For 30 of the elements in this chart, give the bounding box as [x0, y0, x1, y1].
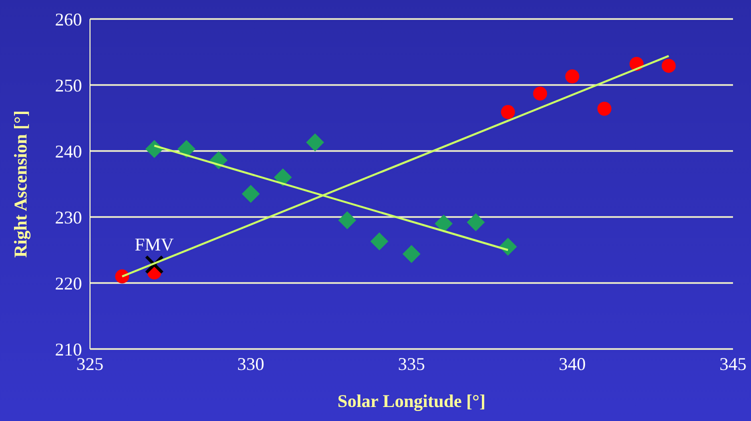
- point: [242, 184, 260, 203]
- y-tick-label: 230: [55, 207, 82, 228]
- point: [662, 58, 676, 73]
- point: [434, 214, 453, 233]
- x-tick-label: 345: [720, 354, 746, 374]
- y-tick-label: 250: [55, 75, 82, 96]
- y-tick-label: 240: [55, 141, 82, 162]
- point: [498, 238, 517, 256]
- y-tick-label: 260: [55, 9, 82, 30]
- y-tick-label: 220: [55, 273, 82, 294]
- x-tick-label: 340: [558, 354, 586, 374]
- point: [370, 232, 388, 250]
- annotation: FMV: [134, 234, 174, 255]
- point: [500, 105, 515, 120]
- point: [338, 211, 356, 230]
- point: [533, 86, 548, 101]
- point: [565, 69, 580, 84]
- point: [115, 269, 130, 284]
- x-axis-title: Solar Longitude [°]: [338, 391, 486, 411]
- point: [177, 140, 196, 158]
- point: [274, 168, 292, 186]
- point: [402, 244, 420, 263]
- point: [145, 140, 164, 158]
- point: [306, 133, 324, 152]
- x-tick-label: 335: [398, 354, 425, 374]
- point: [466, 213, 485, 232]
- point: [597, 102, 612, 116]
- y-tick-label: 210: [55, 339, 82, 360]
- x-tick-label: 330: [237, 354, 264, 374]
- y-axis-title: Right Ascension [°]: [10, 110, 30, 258]
